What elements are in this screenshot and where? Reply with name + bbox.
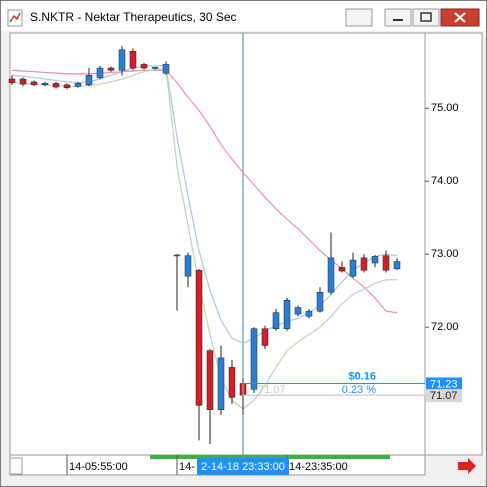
price-label-box xyxy=(426,389,462,403)
price-label: 71.07 xyxy=(430,390,458,402)
y-tick-label: 74.00 xyxy=(431,175,459,187)
price-label: 71.23 xyxy=(430,378,458,390)
candle-body xyxy=(63,84,71,89)
scroll-arrow[interactable] xyxy=(458,458,476,474)
maximize-button[interactable] xyxy=(412,8,440,27)
x-tick-label: 14- xyxy=(179,461,195,473)
crosshair-label: 2-14-18 23:33:00 xyxy=(201,461,285,473)
candle-body xyxy=(360,257,368,271)
candle-body xyxy=(173,254,181,257)
candle-body xyxy=(294,307,302,315)
candle-body xyxy=(162,64,170,74)
candle-body xyxy=(250,328,258,390)
candle-body xyxy=(41,83,49,86)
candle-body xyxy=(305,310,313,317)
candle-body xyxy=(316,291,324,312)
x-tick-label: 14-05:55:00 xyxy=(69,461,128,473)
y-tick-label: 75.00 xyxy=(431,102,459,114)
candle-body xyxy=(393,261,401,270)
y-tick-label: 72.00 xyxy=(431,321,459,333)
close-icon xyxy=(454,12,466,23)
plot-area xyxy=(9,32,426,456)
candle-body xyxy=(107,67,115,71)
candle-body xyxy=(338,267,346,272)
crosshair-label-box xyxy=(197,458,289,475)
link-button[interactable] xyxy=(345,8,373,27)
candle-body xyxy=(52,83,60,88)
candle-body xyxy=(184,255,192,277)
y-tick-label: 73.00 xyxy=(431,248,459,260)
candle-body xyxy=(327,257,335,293)
price-label-box xyxy=(426,377,462,391)
candle-body xyxy=(74,83,82,87)
candle-body xyxy=(140,64,148,69)
measure-reference: 71.07 xyxy=(258,384,286,396)
x-tick-label: 14-23:35:00 xyxy=(289,461,348,473)
app-icon-line xyxy=(9,12,21,23)
candle-body xyxy=(382,255,390,271)
session-bar xyxy=(150,455,390,459)
candle-body xyxy=(85,75,93,86)
candle-body xyxy=(30,81,38,86)
candle-body xyxy=(272,312,280,329)
candle-body xyxy=(118,49,126,71)
candle-body xyxy=(129,51,137,69)
measure-change: $0.16 xyxy=(348,370,376,382)
candle-body xyxy=(261,328,269,346)
maximize-icon xyxy=(420,12,432,22)
candle-body xyxy=(371,256,379,264)
candle-body xyxy=(283,299,291,329)
candle-body xyxy=(195,270,203,406)
candle-body xyxy=(151,67,159,69)
candle-body xyxy=(206,350,214,410)
candle-body xyxy=(19,78,27,85)
scroll-box[interactable] xyxy=(9,457,23,475)
candle-body xyxy=(228,367,236,398)
candle-body xyxy=(217,357,225,410)
window-title: S.NKTR - Nektar Therapeutics, 30 Sec xyxy=(30,10,237,24)
minimize-button[interactable] xyxy=(384,8,412,27)
measure-percent: 0.23 % xyxy=(342,384,376,396)
candle-body xyxy=(349,259,357,277)
candle-body xyxy=(96,67,104,78)
candle-body xyxy=(8,78,16,83)
